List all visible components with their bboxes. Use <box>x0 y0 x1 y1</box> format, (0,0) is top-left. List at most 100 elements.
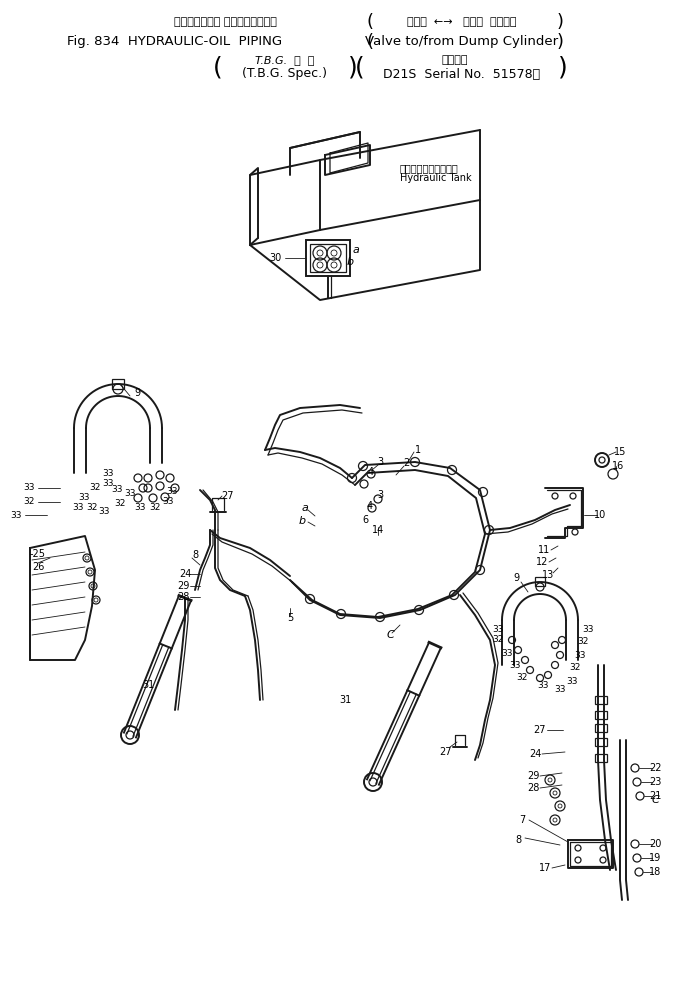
Text: b: b <box>346 257 353 267</box>
Text: 33: 33 <box>492 625 504 634</box>
Text: 32: 32 <box>89 483 100 492</box>
Text: 2: 2 <box>403 458 409 468</box>
Bar <box>595 724 607 732</box>
Text: 32: 32 <box>24 497 35 507</box>
Text: 32: 32 <box>87 502 98 512</box>
Text: 26: 26 <box>32 562 44 572</box>
Text: 7: 7 <box>519 815 525 825</box>
Text: 32: 32 <box>149 502 161 512</box>
Text: ): ) <box>348 55 358 79</box>
Text: 15: 15 <box>614 447 626 457</box>
Text: 33: 33 <box>103 468 114 477</box>
Text: 適用号機: 適用号機 <box>441 55 468 65</box>
Text: 20: 20 <box>649 839 661 849</box>
Text: 27: 27 <box>534 725 546 735</box>
Text: ハイドロリック オイルパイピング: ハイドロリック オイルパイピング <box>173 17 277 27</box>
Text: 14: 14 <box>372 525 384 535</box>
Text: 13: 13 <box>542 570 554 580</box>
Text: ): ) <box>556 13 563 31</box>
Text: 3: 3 <box>377 490 383 500</box>
Text: 27: 27 <box>439 747 451 757</box>
Text: 23: 23 <box>649 777 661 787</box>
Text: 33: 33 <box>509 661 520 670</box>
Text: 33: 33 <box>72 504 84 513</box>
Bar <box>310 244 346 272</box>
Text: 33: 33 <box>582 625 594 634</box>
Text: 33: 33 <box>78 492 90 501</box>
Bar <box>595 754 607 762</box>
Text: 29: 29 <box>177 581 189 591</box>
Text: Valve to/from Dump Cylinder: Valve to/from Dump Cylinder <box>365 35 559 48</box>
Text: T.B.G.  仕  様: T.B.G. 仕 様 <box>255 55 315 65</box>
Text: 33: 33 <box>134 502 146 512</box>
Text: 30: 30 <box>269 253 281 263</box>
Text: 33: 33 <box>98 508 109 517</box>
Text: 33: 33 <box>537 681 549 690</box>
Text: 33: 33 <box>10 511 22 520</box>
Text: C: C <box>651 795 659 805</box>
Text: 21: 21 <box>649 792 661 801</box>
Text: 22: 22 <box>649 763 661 773</box>
Text: ハイドロリックタンク: ハイドロリックタンク <box>400 163 459 173</box>
Text: 8: 8 <box>192 550 198 560</box>
Text: 33: 33 <box>162 497 174 507</box>
Text: 19: 19 <box>649 853 661 863</box>
Text: 29: 29 <box>527 771 539 781</box>
Bar <box>112 379 124 389</box>
Text: a: a <box>301 504 308 513</box>
Text: 9: 9 <box>134 388 140 398</box>
Text: 24: 24 <box>179 569 191 579</box>
Text: 4: 4 <box>367 501 373 511</box>
Text: 33: 33 <box>103 478 114 487</box>
Text: 32: 32 <box>516 673 527 682</box>
Text: バルブ  ←→   ダンプ  シリンダ: バルブ ←→ ダンプ シリンダ <box>407 17 517 27</box>
Text: 32: 32 <box>114 498 125 508</box>
Text: 28: 28 <box>527 783 539 793</box>
Bar <box>535 577 545 586</box>
Text: 32: 32 <box>577 637 588 646</box>
Text: C: C <box>386 630 394 640</box>
Text: -25: -25 <box>30 549 46 559</box>
Text: 33: 33 <box>566 678 578 687</box>
Text: 33: 33 <box>24 483 35 492</box>
Text: 33: 33 <box>166 487 177 496</box>
Text: 32: 32 <box>570 664 581 673</box>
Text: Hydraulic Tank: Hydraulic Tank <box>400 173 472 183</box>
Text: b: b <box>299 516 306 526</box>
Text: 31: 31 <box>339 695 351 705</box>
Text: 18: 18 <box>649 867 661 877</box>
Text: 1: 1 <box>415 445 421 455</box>
Bar <box>595 711 607 719</box>
Text: 33: 33 <box>501 649 513 658</box>
Text: (: ( <box>355 55 365 79</box>
Bar <box>595 696 607 704</box>
Text: 12: 12 <box>536 557 548 567</box>
Text: 28: 28 <box>177 592 189 602</box>
Text: 6: 6 <box>362 515 368 525</box>
Text: 9: 9 <box>513 573 519 583</box>
Text: 33: 33 <box>554 686 565 695</box>
Bar <box>306 240 350 276</box>
Text: 3: 3 <box>377 457 383 467</box>
Text: 31: 31 <box>142 680 154 690</box>
Text: 33: 33 <box>112 485 123 494</box>
Text: 16: 16 <box>612 461 624 471</box>
Text: (: ( <box>367 13 374 31</box>
Text: (T.B.G. Spec.): (T.B.G. Spec.) <box>243 67 328 81</box>
Text: D21S  Serial No.  51578－: D21S Serial No. 51578－ <box>383 67 541 81</box>
Text: 24: 24 <box>529 749 541 759</box>
Text: ): ) <box>556 33 563 51</box>
Bar <box>595 738 607 746</box>
Text: 32: 32 <box>492 635 504 644</box>
Text: a: a <box>353 245 360 255</box>
Text: ): ) <box>558 55 568 79</box>
Text: Fig. 834  HYDRAULIC-OIL  PIPING: Fig. 834 HYDRAULIC-OIL PIPING <box>67 35 283 48</box>
Text: 10: 10 <box>594 510 606 520</box>
Text: 8: 8 <box>515 835 521 845</box>
Text: 27: 27 <box>222 491 234 501</box>
Text: 5: 5 <box>287 613 293 623</box>
Text: 33: 33 <box>124 488 136 497</box>
Text: 17: 17 <box>539 863 551 873</box>
Text: (: ( <box>213 55 223 79</box>
Text: (: ( <box>367 33 374 51</box>
